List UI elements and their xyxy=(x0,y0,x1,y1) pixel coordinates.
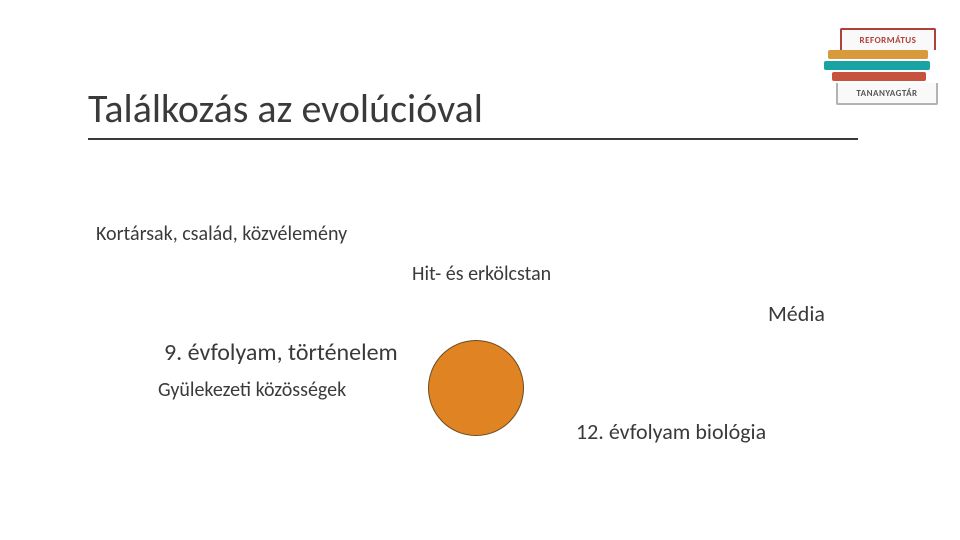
text-12evfolyam: 12. évfolyam biológia xyxy=(576,418,766,445)
text-gyulekezeti: Gyülekezeti közösségek xyxy=(158,378,346,402)
logo-bar xyxy=(832,72,926,81)
slide-title: Találkozás az evolúcióval xyxy=(88,84,483,133)
logo: REFORMÁTUS TANANYAGTÁR xyxy=(822,28,942,106)
logo-bar xyxy=(824,61,930,70)
text-media: Média xyxy=(768,300,825,327)
logo-tab-reformatus: REFORMÁTUS xyxy=(840,28,936,50)
text-hittan: Hit- és erkölcstan xyxy=(412,262,551,286)
text-9evfolyam: 9. évfolyam, történelem xyxy=(164,338,398,367)
logo-tab-tananyagtar: TANANYAGTÁR xyxy=(836,83,938,105)
slide: Találkozás az evolúcióval Kortársak, csa… xyxy=(0,0,960,540)
logo-bar xyxy=(828,50,928,59)
text-kortarsak: Kortársak, család, közvélemény xyxy=(96,222,347,246)
title-underline xyxy=(88,138,858,140)
decorative-circle xyxy=(428,340,524,436)
